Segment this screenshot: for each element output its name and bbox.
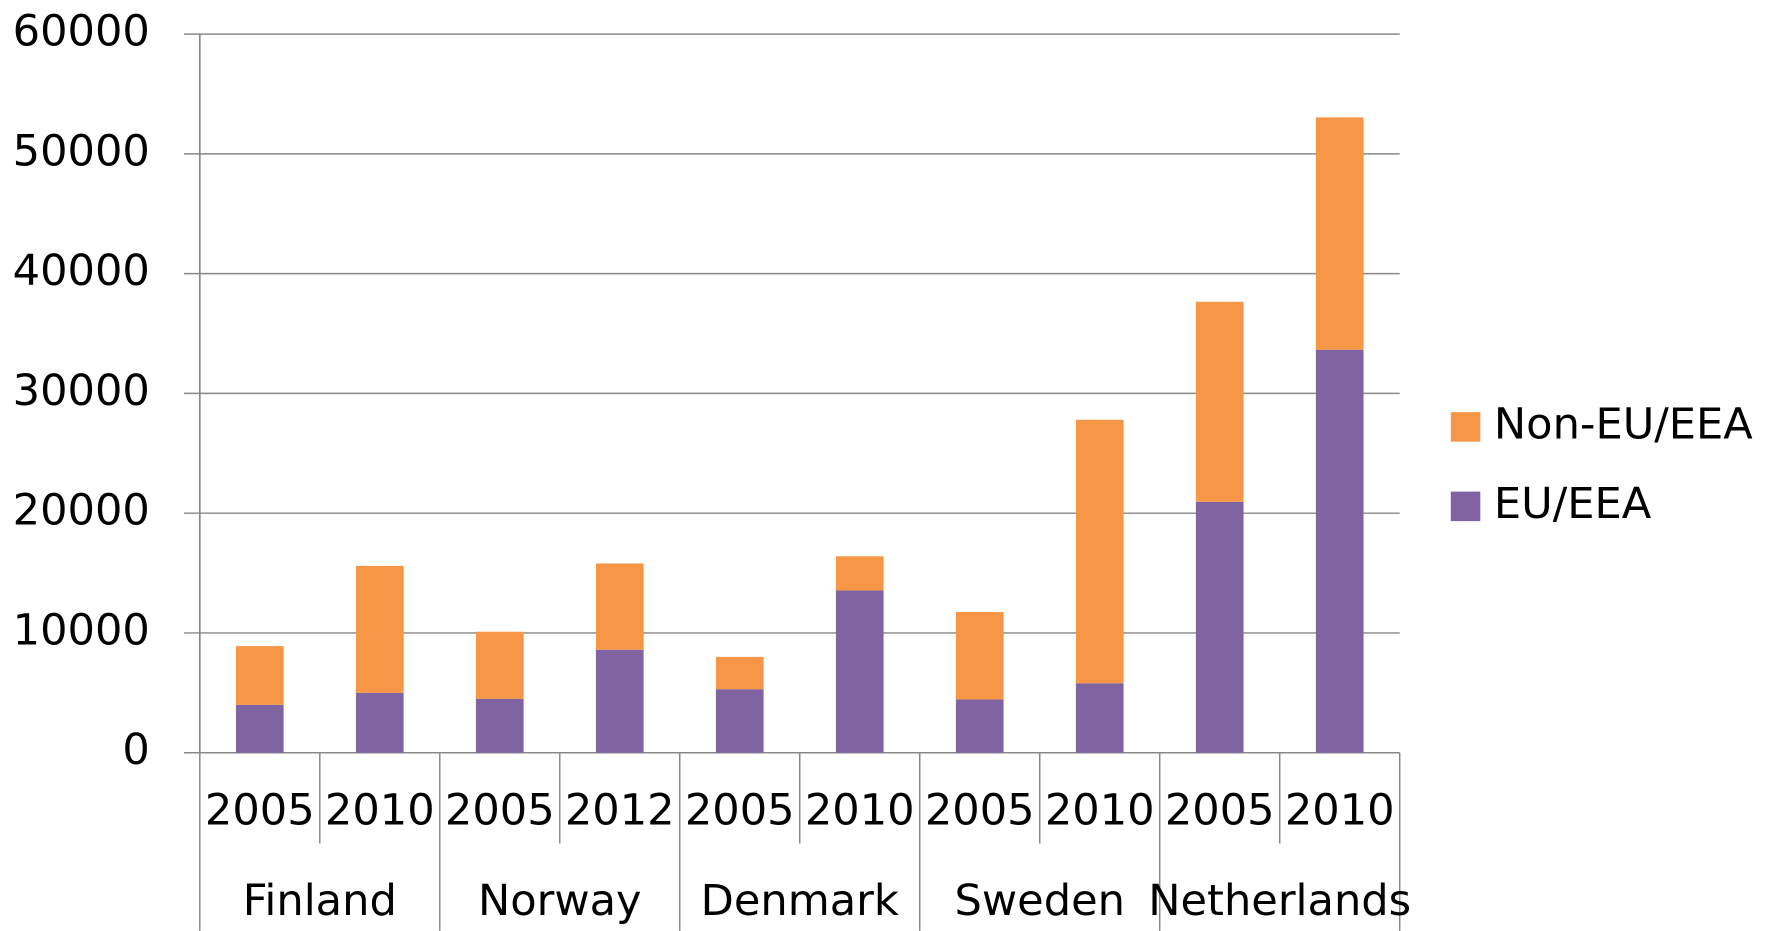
bar-segment bbox=[955, 699, 1004, 753]
bar-segment bbox=[355, 692, 404, 753]
bar-segment bbox=[595, 649, 644, 753]
x-tick-label: 2010 bbox=[325, 785, 435, 835]
x-tick-label: 2005 bbox=[1165, 785, 1275, 835]
bar-segment bbox=[355, 565, 404, 693]
bar-segment bbox=[835, 556, 884, 591]
bar-segment bbox=[235, 646, 284, 705]
y-tick-label: 10000 bbox=[13, 605, 150, 655]
bar-segment bbox=[955, 611, 1004, 700]
bar-segment bbox=[1075, 683, 1124, 753]
x-tick-label: 2005 bbox=[445, 785, 555, 835]
bar-segment bbox=[1195, 501, 1244, 753]
x-tick-label: 2010 bbox=[1285, 785, 1395, 835]
x-tick-label: 2010 bbox=[805, 785, 915, 835]
group-label: Sweden bbox=[955, 876, 1125, 926]
x-tick-label: 2005 bbox=[925, 785, 1035, 835]
legend-label: EU/EEA bbox=[1494, 479, 1652, 529]
group-label: Norway bbox=[478, 876, 642, 926]
bar-segment bbox=[475, 698, 524, 753]
group-label: Finland bbox=[243, 876, 397, 926]
legend-swatch bbox=[1450, 412, 1481, 442]
y-tick-label: 60000 bbox=[13, 7, 150, 57]
y-tick-label: 20000 bbox=[13, 486, 150, 536]
y-tick-label: 30000 bbox=[13, 366, 150, 416]
y-tick-label: 40000 bbox=[13, 246, 150, 296]
bar-segment bbox=[1195, 301, 1244, 502]
y-tick-label: 0 bbox=[122, 725, 149, 775]
y-tick-label: 50000 bbox=[13, 126, 150, 176]
x-tick-label: 2005 bbox=[205, 785, 315, 835]
x-tick-label: 2005 bbox=[685, 785, 795, 835]
bar-segment bbox=[475, 631, 524, 699]
bar-segment bbox=[715, 656, 764, 690]
legend-swatch bbox=[1450, 491, 1481, 522]
bar-segment bbox=[595, 563, 644, 650]
x-tick-label: 2012 bbox=[565, 785, 675, 835]
x-tick-label: 2010 bbox=[1045, 785, 1155, 835]
group-label: Netherlands bbox=[1148, 876, 1411, 926]
legend-label: Non-EU/EEA bbox=[1494, 399, 1753, 449]
group-label: Denmark bbox=[701, 876, 899, 926]
bar-segment bbox=[235, 704, 284, 753]
bar-segment bbox=[835, 590, 884, 753]
bar-segment bbox=[1075, 419, 1124, 684]
bar-segment bbox=[1315, 117, 1364, 350]
bar-segment bbox=[715, 689, 764, 753]
bar-segment bbox=[1315, 349, 1364, 753]
